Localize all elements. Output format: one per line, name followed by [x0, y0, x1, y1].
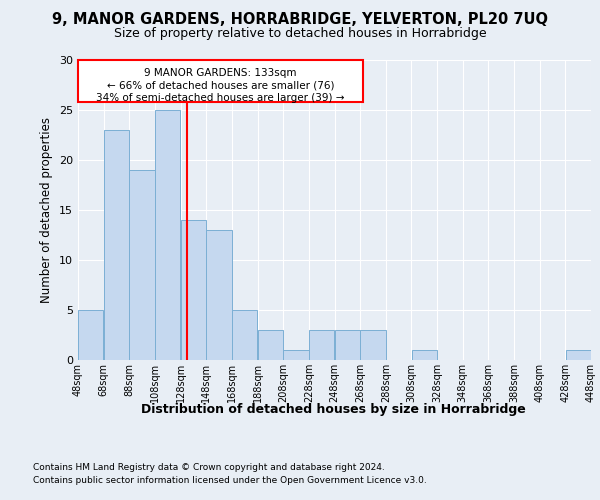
- Text: 34% of semi-detached houses are larger (39) →: 34% of semi-detached houses are larger (…: [96, 93, 344, 103]
- Bar: [130, 170, 155, 360]
- Bar: [566, 350, 591, 360]
- Text: Distribution of detached houses by size in Horrabridge: Distribution of detached houses by size …: [140, 402, 526, 415]
- Text: Contains HM Land Registry data © Crown copyright and database right 2024.: Contains HM Land Registry data © Crown c…: [33, 462, 385, 471]
- Text: ← 66% of detached houses are smaller (76): ← 66% of detached houses are smaller (76…: [107, 81, 334, 91]
- Text: 9 MANOR GARDENS: 133sqm: 9 MANOR GARDENS: 133sqm: [144, 68, 296, 78]
- Bar: [412, 350, 437, 360]
- Bar: [258, 330, 283, 360]
- Bar: [309, 330, 334, 360]
- Bar: [206, 230, 232, 360]
- Text: Contains public sector information licensed under the Open Government Licence v3: Contains public sector information licen…: [33, 476, 427, 485]
- Bar: [104, 130, 129, 360]
- Text: Size of property relative to detached houses in Horrabridge: Size of property relative to detached ho…: [113, 28, 487, 40]
- Text: 9, MANOR GARDENS, HORRABRIDGE, YELVERTON, PL20 7UQ: 9, MANOR GARDENS, HORRABRIDGE, YELVERTON…: [52, 12, 548, 28]
- Bar: [181, 220, 206, 360]
- Bar: [232, 310, 257, 360]
- Bar: [155, 110, 181, 360]
- Bar: [78, 310, 103, 360]
- FancyBboxPatch shape: [78, 60, 363, 102]
- Bar: [283, 350, 308, 360]
- Y-axis label: Number of detached properties: Number of detached properties: [40, 117, 53, 303]
- Bar: [361, 330, 386, 360]
- Bar: [335, 330, 360, 360]
